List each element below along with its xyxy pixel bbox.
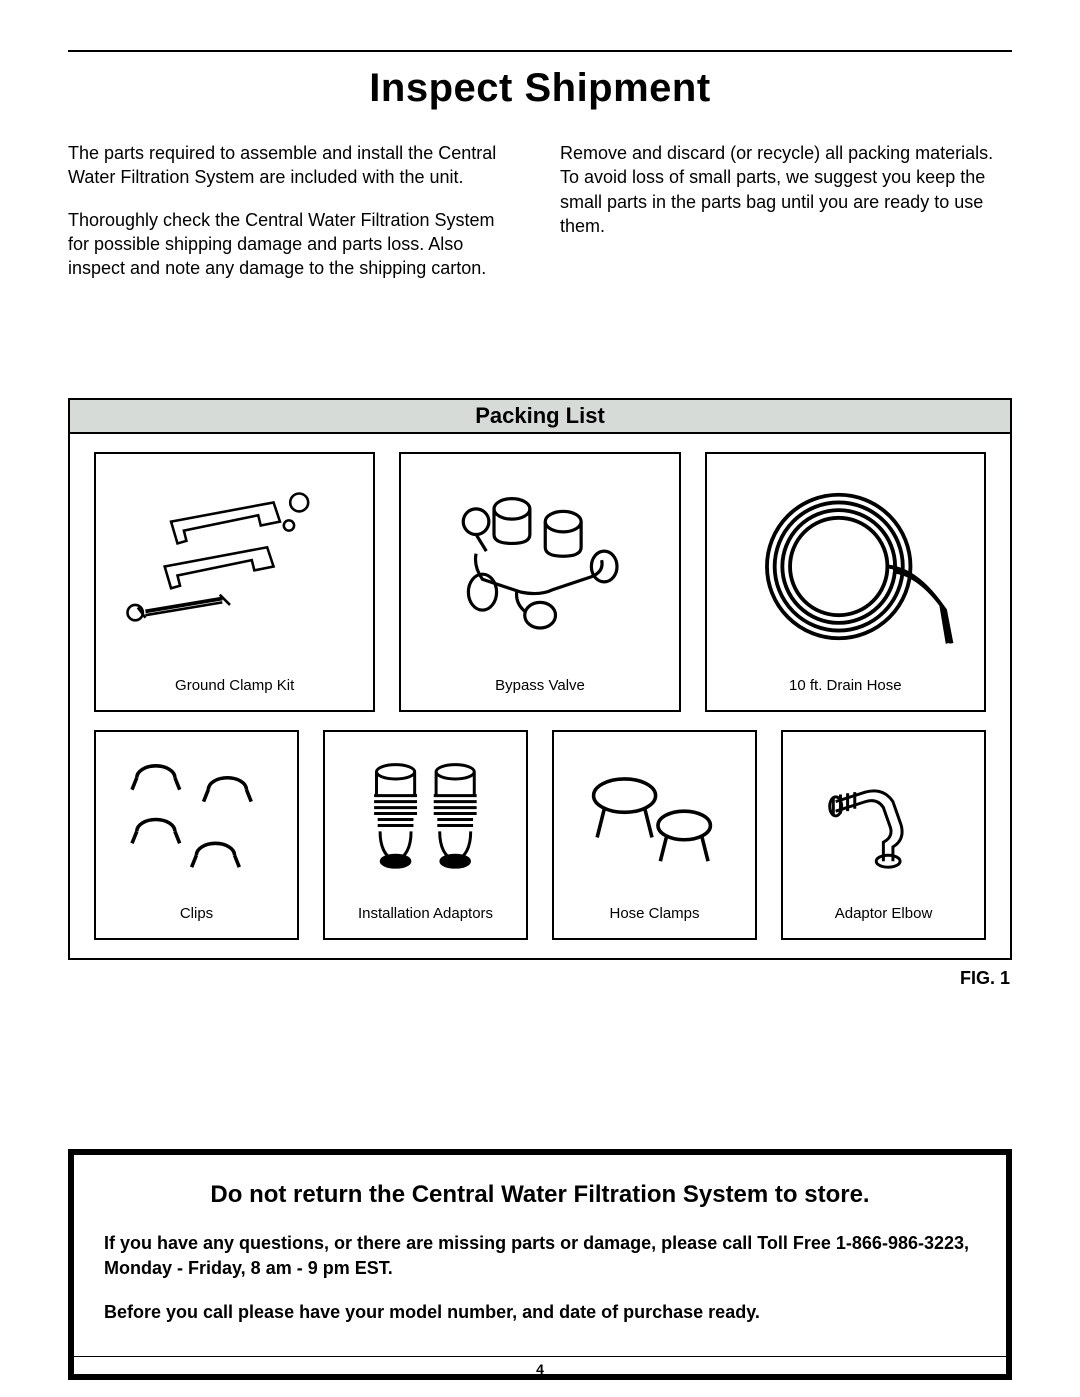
packing-list-box: Packing List Ground Clamp [68,398,1012,960]
drain-hose-icon [717,464,973,669]
part-label: Bypass Valve [495,677,585,694]
part-hose-clamps: Hose Clamps [552,730,757,940]
intro-columns: The parts required to assemble and insta… [68,141,1012,298]
page-title: Inspect Shipment [68,66,1012,111]
notice-p2: Before you call please have your model n… [104,1300,976,1324]
packing-list-header: Packing List [70,400,1010,434]
part-drain-hose: 10 ft. Drain Hose [705,452,986,712]
footer-rule [68,1356,1012,1357]
packing-grid: Ground Clamp Kit [70,434,1010,940]
part-ground-clamp-kit: Ground Clamp Kit [94,452,375,712]
part-label: Adaptor Elbow [835,905,933,922]
ground-clamp-kit-icon [107,464,363,669]
part-label: Clips [180,905,213,922]
part-clips: Clips [94,730,299,940]
intro-right-column: Remove and discard (or recycle) all pack… [560,141,1012,298]
notice-p1: If you have any questions, or there are … [104,1231,976,1280]
part-bypass-valve: Bypass Valve [399,452,680,712]
intro-left-p2: Thoroughly check the Central Water Filtr… [68,208,520,281]
part-label: Installation Adaptors [358,905,493,922]
part-installation-adaptors: Installation Adaptors [323,730,528,940]
part-label: Hose Clamps [609,905,699,922]
part-label: 10 ft. Drain Hose [789,677,902,694]
installation-adaptors-icon [330,742,521,897]
part-label: Ground Clamp Kit [175,677,294,694]
intro-left-p1: The parts required to assemble and insta… [68,141,520,190]
clips-icon [101,742,292,897]
part-adaptor-elbow: Adaptor Elbow [781,730,986,940]
notice-box: Do not return the Central Water Filtrati… [68,1149,1012,1380]
top-rule [68,50,1012,52]
hose-clamps-icon [559,742,750,897]
figure-label: FIG. 1 [68,968,1012,989]
notice-title: Do not return the Central Water Filtrati… [104,1181,976,1209]
packing-row-1: Ground Clamp Kit [94,452,986,712]
footer: 4 [68,1356,1012,1377]
intro-left-column: The parts required to assemble and insta… [68,141,520,298]
packing-row-2: Clips [94,730,986,940]
intro-right-p1: Remove and discard (or recycle) all pack… [560,141,1012,238]
bypass-valve-icon [412,464,668,669]
adaptor-elbow-icon [788,742,979,897]
page-number: 4 [68,1361,1012,1377]
